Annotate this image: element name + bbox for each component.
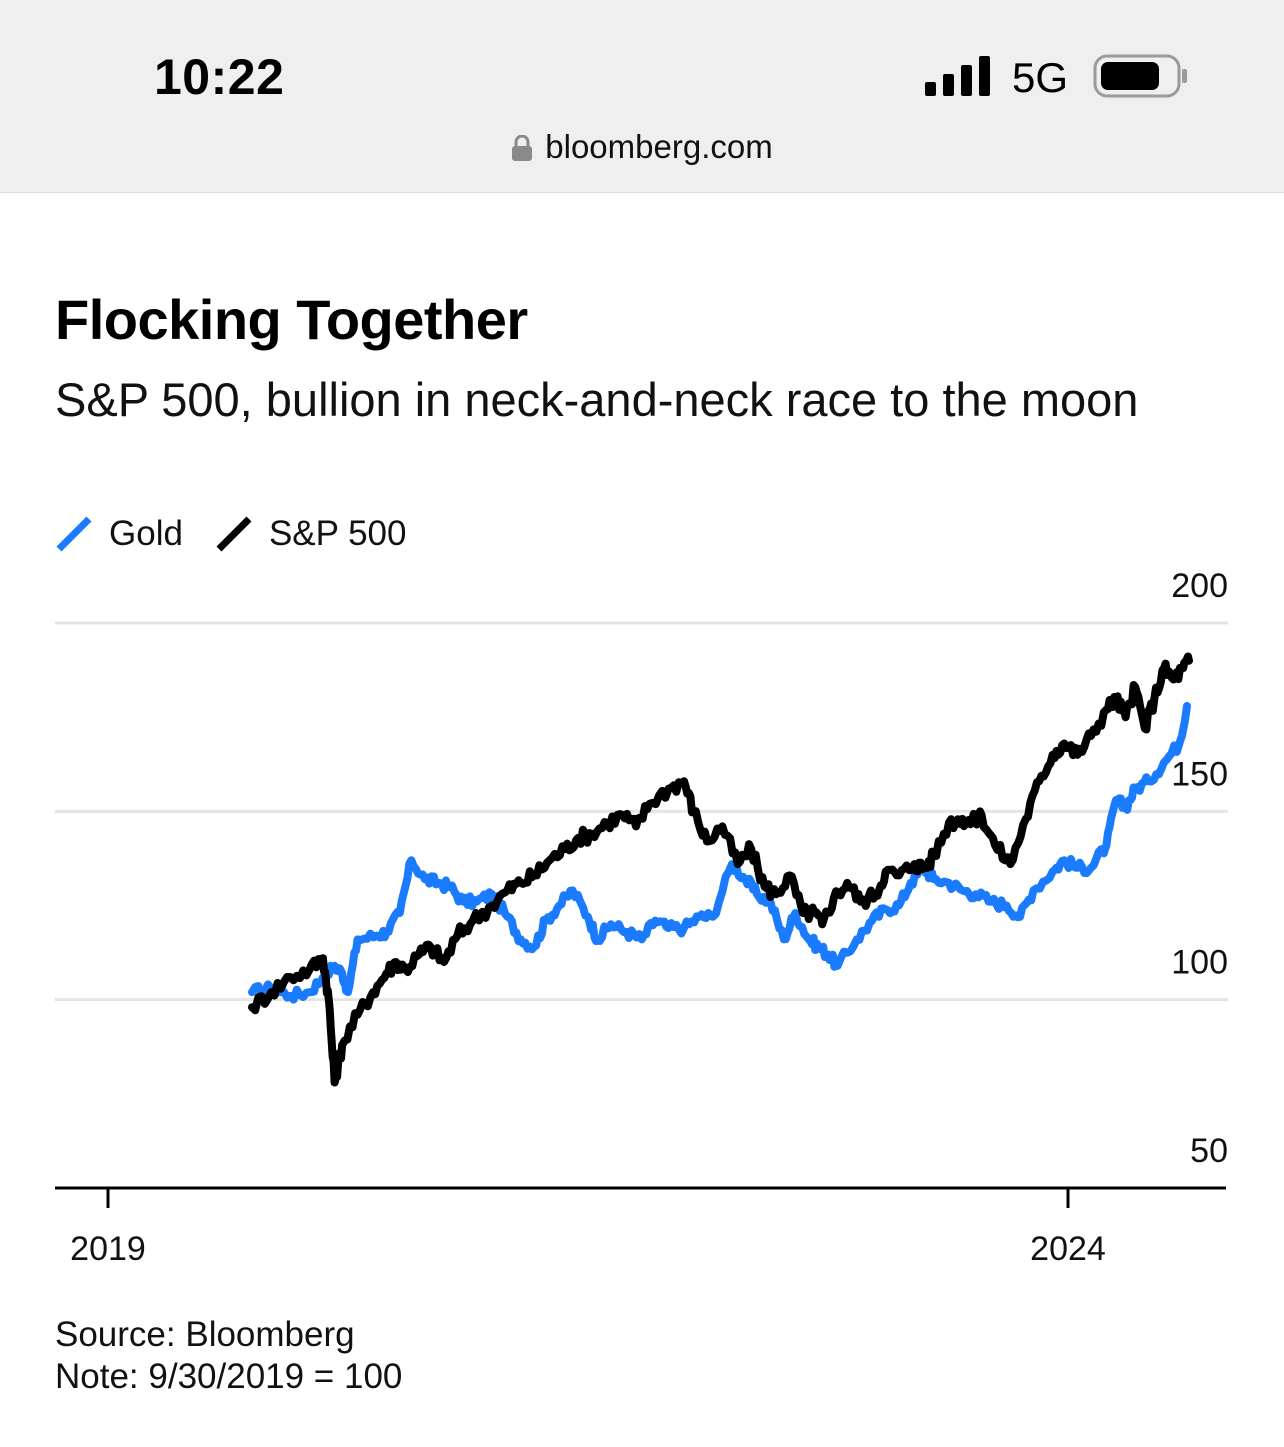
cellular-signal-icon bbox=[925, 56, 990, 96]
y-tick-label: 200 bbox=[1171, 567, 1228, 605]
lock-icon bbox=[512, 135, 533, 161]
legend-label-sp500: S&P 500 bbox=[268, 514, 407, 553]
chart-legend: Gold S&P 500 bbox=[55, 512, 438, 556]
x-tick-label: 2019 bbox=[70, 1230, 146, 1268]
legend-label-gold: Gold bbox=[109, 514, 183, 553]
legend-swatch-sp500 bbox=[216, 516, 252, 552]
url-text: bloomberg.com bbox=[545, 128, 773, 165]
chart-subtitle: S&P 500, bullion in neck-and-neck race t… bbox=[55, 373, 1139, 426]
chart-footer: Source: Bloomberg Note: 9/30/2019 = 100 bbox=[55, 1314, 402, 1398]
battery-icon bbox=[1093, 54, 1187, 98]
y-tick-label: 100 bbox=[1171, 944, 1228, 982]
status-bar: 10:22 5G bloomberg.com bbox=[0, 0, 1284, 193]
address-bar[interactable]: bloomberg.com bbox=[0, 128, 1284, 166]
legend-swatch-gold bbox=[56, 516, 92, 552]
series-line-gold bbox=[248, 701, 1191, 1004]
line-chart: 50 100 150 200 2019 2024 bbox=[55, 567, 1228, 1268]
status-time: 10:22 bbox=[154, 49, 285, 105]
legend-item-gold: Gold bbox=[55, 514, 183, 554]
source-text: Source: Bloomberg bbox=[55, 1315, 355, 1354]
y-tick-label: 150 bbox=[1171, 755, 1228, 793]
chart-title: Flocking Together bbox=[55, 288, 528, 351]
note-text: Note: 9/30/2019 = 100 bbox=[55, 1357, 403, 1396]
legend-item-sp500: S&P 500 bbox=[215, 514, 407, 554]
network-type: 5G bbox=[1012, 54, 1069, 101]
x-tick-label: 2024 bbox=[1030, 1230, 1106, 1268]
y-tick-label: 50 bbox=[1190, 1132, 1228, 1170]
series-line-sp500 bbox=[248, 652, 1193, 1087]
